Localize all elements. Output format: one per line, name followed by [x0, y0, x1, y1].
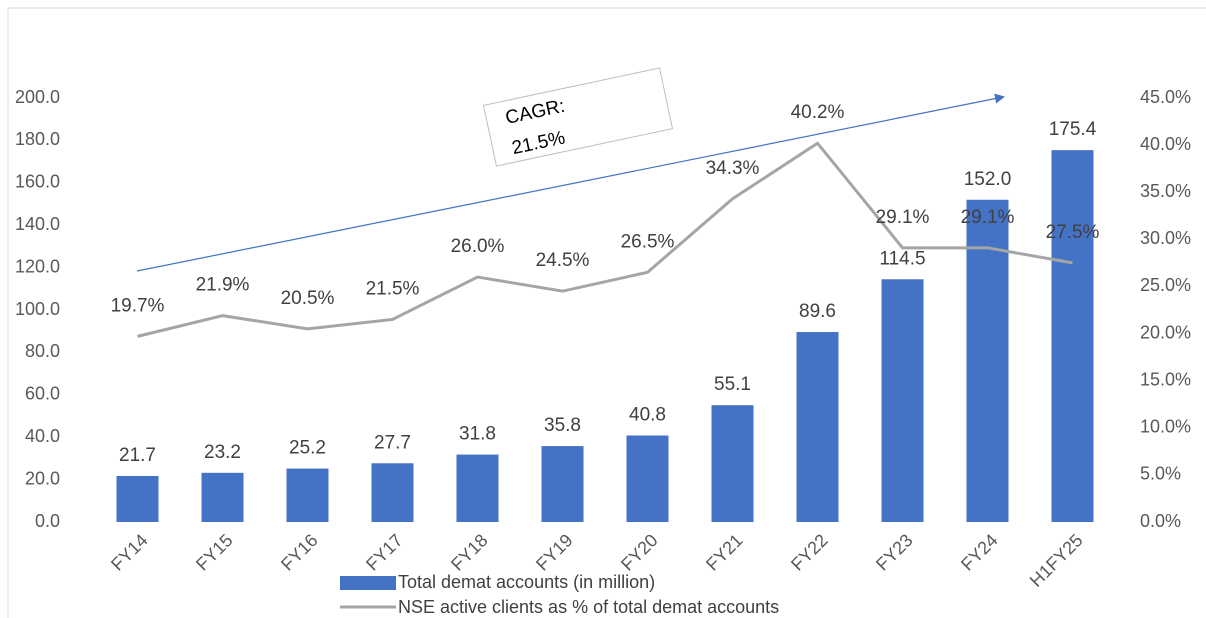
- data-label: 40.8: [629, 405, 666, 426]
- data-label: 29.1%: [961, 207, 1015, 228]
- x-tick-label: FY23: [872, 530, 917, 575]
- data-label: 152.0: [964, 169, 1012, 190]
- bar: [626, 435, 669, 522]
- plot: 0.0 20.0 40.0 60.0 80.0 100.0 120.0 140.0 160.0 1…: [15, 87, 1191, 591]
- y2-tick-label: 15.0%: [1140, 369, 1191, 389]
- data-label: 31.8: [459, 424, 496, 445]
- data-label: 114.5: [879, 248, 925, 269]
- y2-tick-label: 35.0%: [1140, 181, 1191, 201]
- bar: [456, 454, 499, 522]
- y2-tick-label: 45.0%: [1140, 87, 1191, 107]
- x-tick-label: FY19: [532, 530, 577, 575]
- x-tick-label: H1FY25: [1026, 530, 1087, 591]
- data-label: 35.8: [544, 415, 581, 436]
- bar: [1051, 150, 1094, 523]
- bar: [541, 446, 584, 522]
- data-label: 24.5%: [536, 250, 590, 271]
- cagr-arrow: [136, 93, 1005, 272]
- data-label: 21.7: [119, 445, 156, 466]
- x-tick-label: FY16: [277, 530, 322, 575]
- data-label: 40.2%: [791, 102, 845, 123]
- data-label: 27.7: [374, 432, 411, 453]
- data-label: 25.2: [289, 438, 326, 459]
- x-tick-label: FY24: [957, 530, 1002, 575]
- data-label: 89.6: [799, 301, 836, 322]
- x-tick-label: FY14: [107, 530, 152, 575]
- y2-tick-label: 40.0%: [1140, 134, 1191, 154]
- legend-label: NSE active clients as % of total demat a…: [398, 597, 779, 617]
- bar: [796, 332, 839, 522]
- y-tick-label: 180.0: [15, 129, 60, 149]
- data-label: 34.3%: [706, 158, 760, 179]
- line: [137, 141, 1073, 338]
- bar: [711, 405, 754, 522]
- bar: [371, 463, 414, 522]
- y-tick-label: 140.0: [15, 214, 60, 234]
- x-tick-label: FY15: [192, 530, 237, 575]
- data-label: 27.5%: [1046, 222, 1100, 243]
- data-label: 19.7%: [111, 295, 165, 316]
- y-tick-label: 100.0: [15, 299, 60, 319]
- y-tick-label: 200.0: [15, 87, 60, 107]
- x-tick-label: FY18: [447, 530, 492, 575]
- data-label: 26.5%: [621, 231, 675, 252]
- bar: [116, 475, 159, 522]
- y-tick-label: 20.0: [25, 468, 60, 488]
- legend-swatch-bar: [340, 576, 396, 590]
- x-tick-label: FY21: [702, 530, 747, 575]
- data-label: 26.0%: [451, 236, 505, 257]
- y2-tick-label: 20.0%: [1140, 322, 1191, 342]
- data-label: 23.2: [204, 442, 241, 463]
- data-label: 21.9%: [196, 275, 250, 296]
- y2-tick-label: 30.0%: [1140, 228, 1191, 248]
- data-label: 20.5%: [281, 288, 335, 309]
- y2-tick-label: 10.0%: [1140, 417, 1191, 437]
- legend-label: Total demat accounts (in million): [398, 572, 655, 592]
- data-label: 21.5%: [366, 278, 420, 299]
- y-tick-label: 60.0: [25, 384, 60, 404]
- bar: [881, 279, 924, 522]
- y2-tick-label: 0.0%: [1140, 511, 1181, 531]
- x-tick-label: FY22: [787, 530, 832, 575]
- y-tick-label: 160.0: [15, 172, 60, 192]
- cagr-box-rect: [482, 67, 674, 167]
- bar: [286, 468, 329, 522]
- y-tick-label: 120.0: [15, 256, 60, 276]
- data-label: 55.1: [714, 374, 751, 395]
- data-label: 29.1%: [876, 207, 930, 228]
- y2-tick-label: 25.0%: [1140, 275, 1191, 295]
- x-tick-label: FY20: [617, 530, 662, 575]
- y2-tick-label: 5.0%: [1140, 464, 1181, 484]
- data-label: 175.4: [1049, 119, 1097, 140]
- bar: [201, 472, 244, 522]
- y-tick-label: 80.0: [25, 341, 60, 361]
- cagr-box: CAGR: 21.5%: [482, 67, 674, 167]
- bar: [966, 199, 1009, 522]
- y-tick-label: 40.0: [25, 426, 60, 446]
- y-tick-label: 0.0: [35, 511, 60, 531]
- x-tick-label: FY17: [362, 530, 407, 575]
